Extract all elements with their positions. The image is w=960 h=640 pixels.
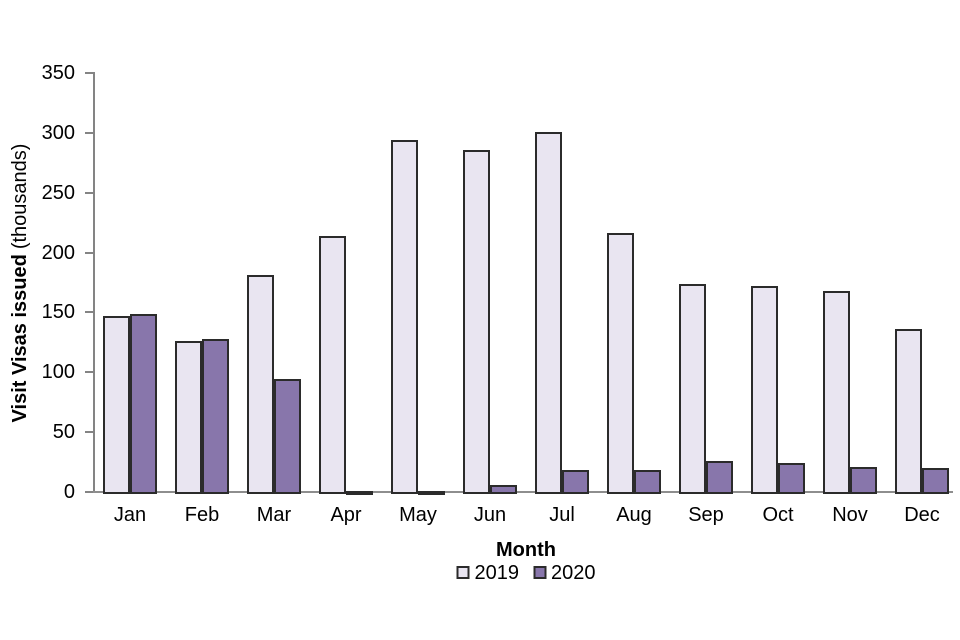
y-tick-label: 300 [41,121,75,144]
legend-swatch-2019 [456,566,470,579]
y-tick-label: 150 [41,301,75,324]
bar-2019-nov [823,290,850,494]
y-tick-mark [85,431,93,434]
bar-2020-dec [922,468,949,494]
legend-item-2020: 2020 [533,562,596,585]
legend-label-2019: 2019 [474,562,520,584]
bar-2019-apr [319,235,346,494]
x-tick-label-apr: Apr [330,504,362,526]
legend-label-2020: 2020 [551,562,596,584]
bar-2019-jul [535,131,562,494]
bar-2020-may [418,490,445,495]
y-axis-line [93,72,95,493]
x-tick-label-jun: Jun [473,504,507,526]
bar-2020-sep [706,460,733,494]
x-tick-label-sep: Sep [688,504,724,526]
x-tick-label-jul: Jul [549,504,575,526]
bar-2020-mar [274,379,301,494]
legend-item-2019: 2019 [456,562,520,585]
bar-2019-mar [247,275,274,494]
x-tick-label-aug: Aug [616,504,652,526]
bar-2020-oct [778,463,805,494]
y-tick-label: 350 [41,62,75,84]
bar-2019-aug [607,233,634,494]
y-tick-mark [85,251,93,254]
bar-2019-jun [463,149,490,494]
bar-2019-jan [103,316,130,494]
x-tick-label-nov: Nov [832,504,868,526]
y-tick-mark [85,311,93,314]
x-tick-label-mar: Mar [256,504,292,526]
legend: 2019 2020 [456,562,596,585]
x-axis-title: Month [496,539,556,561]
y-tick-label: 100 [41,361,75,384]
bar-2020-aug [634,470,661,494]
y-tick-mark [85,371,93,374]
y-tick-mark [85,72,93,74]
y-tick-mark [85,491,93,493]
x-tick-label-jan: Jan [113,504,147,526]
y-tick-label: 250 [41,181,75,204]
y-tick-label: 0 [63,481,75,503]
bar-2019-dec [895,329,922,494]
bar-2020-apr [346,490,373,495]
y-tick-mark [85,131,93,134]
bar-2019-oct [751,286,778,494]
bar-2019-feb [175,341,202,494]
x-axis-line [93,491,953,493]
y-tick-label: 50 [52,421,75,444]
bar-2020-jul [562,470,589,494]
x-tick-label-oct: Oct [762,504,794,526]
x-tick-label-dec: Dec [904,504,940,526]
bar-2020-jan [130,313,157,494]
bar-2019-sep [679,283,706,494]
y-tick-mark [85,191,93,194]
x-tick-label-feb: Feb [184,504,220,526]
x-tick-label-may: May [399,504,437,526]
legend-swatch-2020 [533,566,546,579]
y-tick-label: 200 [41,241,75,264]
y-axis-title-main: Visit Visas issued [9,254,31,423]
bar-2020-nov [850,466,877,494]
bar-2020-feb [202,338,229,494]
bar-2019-may [391,140,418,494]
bar-2020-jun [490,484,517,494]
